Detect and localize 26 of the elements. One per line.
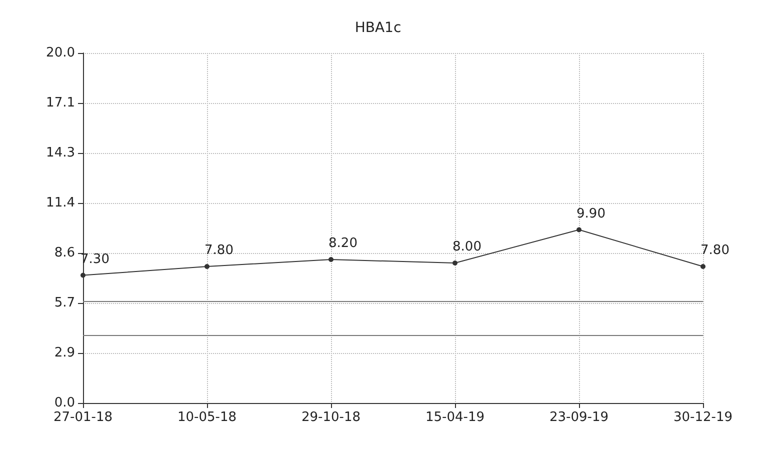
point: [204, 264, 210, 269]
data-label: 8.20: [328, 236, 358, 251]
y-tick-label: 0.0: [54, 396, 75, 410]
x-tick-label: 29-10-18: [301, 410, 361, 425]
x-tick-label: 30-12-19: [673, 410, 733, 425]
point: [452, 260, 458, 266]
y-tick-label: 5.7: [54, 296, 75, 311]
y-tick-label: 14.3: [46, 145, 75, 160]
x-tick-label: 23-09-19: [549, 410, 609, 425]
y-tick-label: 20.0: [46, 46, 75, 60]
data-label: 9.90: [576, 206, 606, 222]
data-label: 7.80: [700, 243, 730, 258]
y-tick-label: 17.1: [46, 96, 75, 111]
y-tick-label: 11.4: [46, 195, 75, 210]
x-tick-label: 15-04-19: [425, 410, 485, 425]
point: [80, 272, 86, 278]
point: [328, 257, 334, 262]
chart-title: HBA1c: [354, 20, 402, 36]
point: [700, 264, 706, 269]
y-tick-label: 2.9: [54, 345, 75, 360]
point: [576, 227, 582, 232]
data-label: 8.00: [452, 240, 482, 254]
x-tick-label: 10-05-18: [177, 410, 237, 425]
y-tick-label: 8.6: [54, 246, 75, 261]
x-tick-label: 27-01-18: [53, 410, 113, 425]
data-label: 7.80: [204, 243, 234, 258]
